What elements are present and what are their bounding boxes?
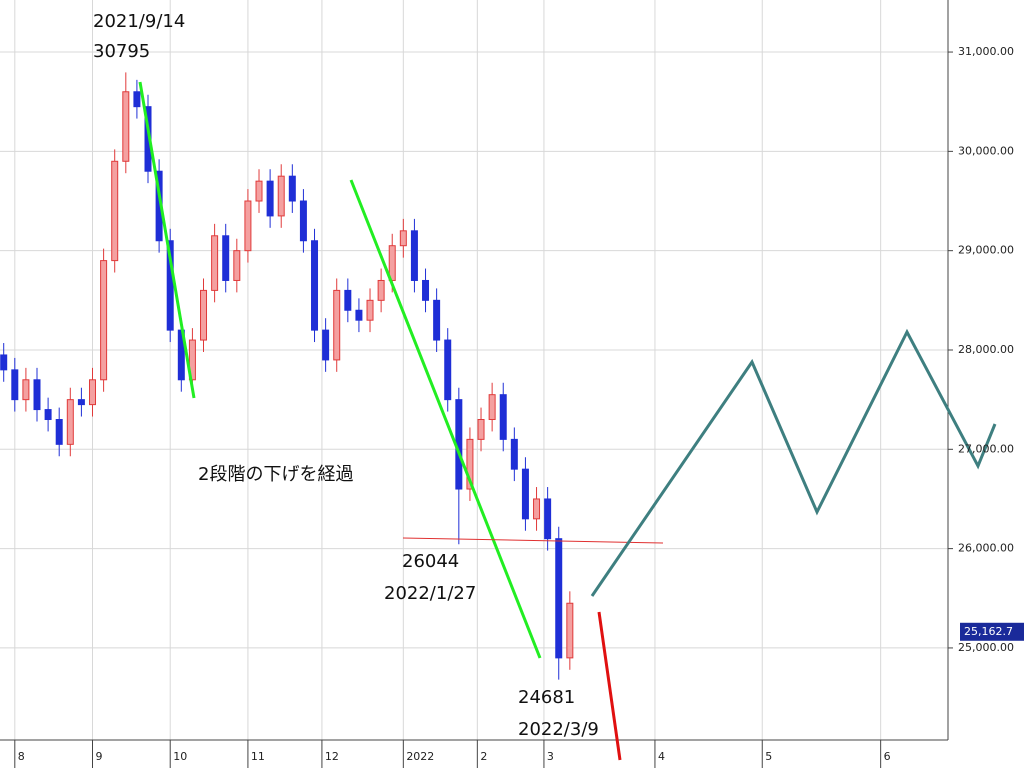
candle-body xyxy=(255,180,263,202)
candle-body xyxy=(166,240,174,331)
x-tick-label: 2 xyxy=(480,750,487,763)
candle-body xyxy=(66,399,74,445)
candle-body xyxy=(266,180,274,217)
candle-body xyxy=(188,339,196,381)
candle-body xyxy=(55,419,63,445)
x-tick-label: 6 xyxy=(884,750,891,763)
down-path xyxy=(597,611,622,761)
candle-body xyxy=(222,235,230,281)
x-tick-label: 4 xyxy=(658,750,665,763)
candle-body xyxy=(333,289,341,361)
x-tick-label: 3 xyxy=(547,750,554,763)
x-tick-label: 12 xyxy=(325,750,339,763)
candle-body xyxy=(344,289,352,311)
candle-body xyxy=(566,602,574,659)
candle-body xyxy=(555,538,563,659)
candle-body xyxy=(477,419,485,440)
candle-body xyxy=(322,329,330,361)
candle-body xyxy=(399,230,407,247)
forecast-path xyxy=(590,328,997,597)
candle-body xyxy=(488,394,496,421)
last-price-box xyxy=(960,622,1024,641)
trend-line xyxy=(349,179,542,659)
y-tick-label: 27,000.00 xyxy=(958,442,1014,455)
candle-body xyxy=(277,175,285,217)
candles xyxy=(0,72,574,680)
y-tick-label: 26,000.00 xyxy=(958,542,1014,555)
candle-body xyxy=(33,379,41,411)
candle-body xyxy=(77,399,85,406)
x-tick-label: 2022 xyxy=(406,750,434,763)
x-tick-label: 10 xyxy=(173,750,187,763)
candle-body xyxy=(544,498,552,540)
candle-body xyxy=(377,279,385,301)
candle-body xyxy=(0,354,8,371)
y-tick-label: 29,000.00 xyxy=(958,244,1014,257)
candle-body xyxy=(288,175,296,202)
candle-body xyxy=(510,438,518,470)
y-tick-label: 31,000.00 xyxy=(958,45,1014,58)
candle-body xyxy=(200,289,208,341)
y-tick-label: 25,000.00 xyxy=(958,641,1014,654)
candle-body xyxy=(233,250,241,281)
axes: 25,000.00 26,000.00 27,000.00 28,000.00 29,0… xyxy=(14,45,1024,768)
last-price-label: 25,162.7 xyxy=(964,625,1013,638)
trend-line xyxy=(138,81,196,399)
candle-body xyxy=(111,160,119,262)
candle-body xyxy=(366,299,374,321)
annotation: 26044 xyxy=(402,551,459,572)
annotation: 2021/9/14 xyxy=(93,11,185,32)
candle-body xyxy=(100,260,108,381)
x-tick-label: 11 xyxy=(251,750,265,763)
candle-body xyxy=(11,369,19,401)
candle-body xyxy=(521,468,529,520)
candle-body xyxy=(466,438,474,490)
x-tick-label: 5 xyxy=(765,750,772,763)
y-tick-label: 30,000.00 xyxy=(958,144,1014,157)
candle-body xyxy=(122,91,130,162)
annotation: 2022/3/9 xyxy=(518,719,599,740)
candle-body xyxy=(89,379,97,406)
support-line xyxy=(402,537,664,544)
candle-body xyxy=(44,409,52,421)
y-tick-label: 28,000.00 xyxy=(958,343,1014,356)
x-tick-label: 8 xyxy=(18,750,25,763)
annotation: 2022/1/27 xyxy=(384,583,476,604)
candle-body xyxy=(433,299,441,341)
candle-body xyxy=(422,279,430,301)
x-tick-label: 9 xyxy=(96,750,103,763)
grid xyxy=(0,0,948,740)
candle-body xyxy=(211,235,219,291)
annotation: 24681 xyxy=(518,687,575,708)
candle-body xyxy=(133,91,141,108)
candle-body xyxy=(410,230,418,281)
candle-body xyxy=(355,309,363,321)
candle-body xyxy=(533,498,541,520)
annotation: 30795 xyxy=(93,41,150,62)
candle-body xyxy=(499,394,507,440)
candle-body xyxy=(444,339,452,401)
annotation: 2段階の下げを経過 xyxy=(198,464,353,485)
candle-body xyxy=(299,200,307,242)
candle-body xyxy=(22,379,30,401)
candle-body xyxy=(244,200,252,252)
candle-body xyxy=(311,240,319,331)
